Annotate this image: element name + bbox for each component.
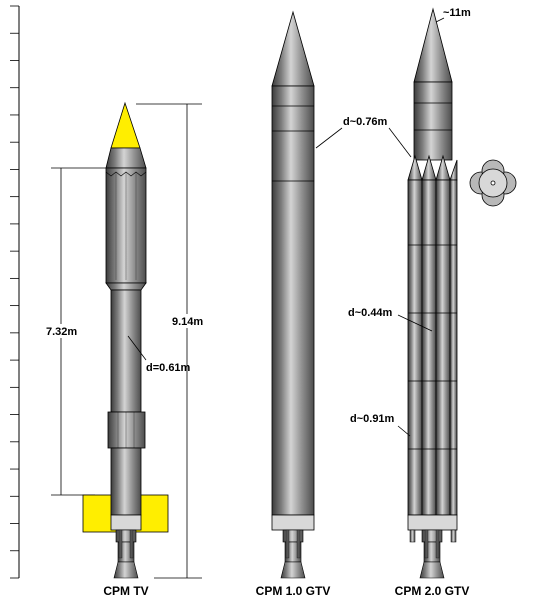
tv-height-label: 7.32m [46, 326, 77, 338]
gtv2-booster-diameter-label: d~0.44m [348, 307, 393, 319]
tv-caption: CPM TV [103, 584, 148, 598]
nose-cone [413, 7, 453, 83]
booster-cluster [407, 179, 458, 516]
rocket-cpm-2-gtv [397, 7, 517, 579]
cross-section-view [469, 159, 517, 207]
rocket-cpm-1-gtv [271, 10, 412, 579]
gtv1-caption: CPM 1.0 GTV [256, 584, 331, 598]
aft-collar [271, 514, 315, 531]
nose-cone [110, 101, 141, 149]
aft-collar [110, 514, 142, 531]
tv-total-height-label: 9.14m [172, 316, 203, 328]
nose-cone [271, 10, 315, 87]
gtv1-diameter-label: d~0.76m [343, 116, 388, 128]
aft-collar [407, 514, 458, 531]
gtv2-caption: CPM 2.0 GTV [395, 584, 470, 598]
engine-nozzle [280, 529, 306, 579]
main-body [110, 289, 142, 413]
engine-nozzle [113, 529, 139, 579]
mid-ring [107, 411, 146, 449]
height-dimension-9m [136, 103, 202, 579]
upper-stage [413, 81, 453, 161]
gtv2-core-diameter-label: d~0.91m [350, 413, 395, 425]
main-body [271, 85, 315, 516]
scale-ruler [10, 5, 20, 579]
rocket-cpm-tv [44, 101, 206, 579]
engine-nozzle [419, 529, 445, 579]
tv-diameter-label: d=0.61m [146, 362, 191, 374]
ruler-ticks [10, 5, 19, 579]
gtv2-height-label: ~11m [443, 7, 471, 19]
